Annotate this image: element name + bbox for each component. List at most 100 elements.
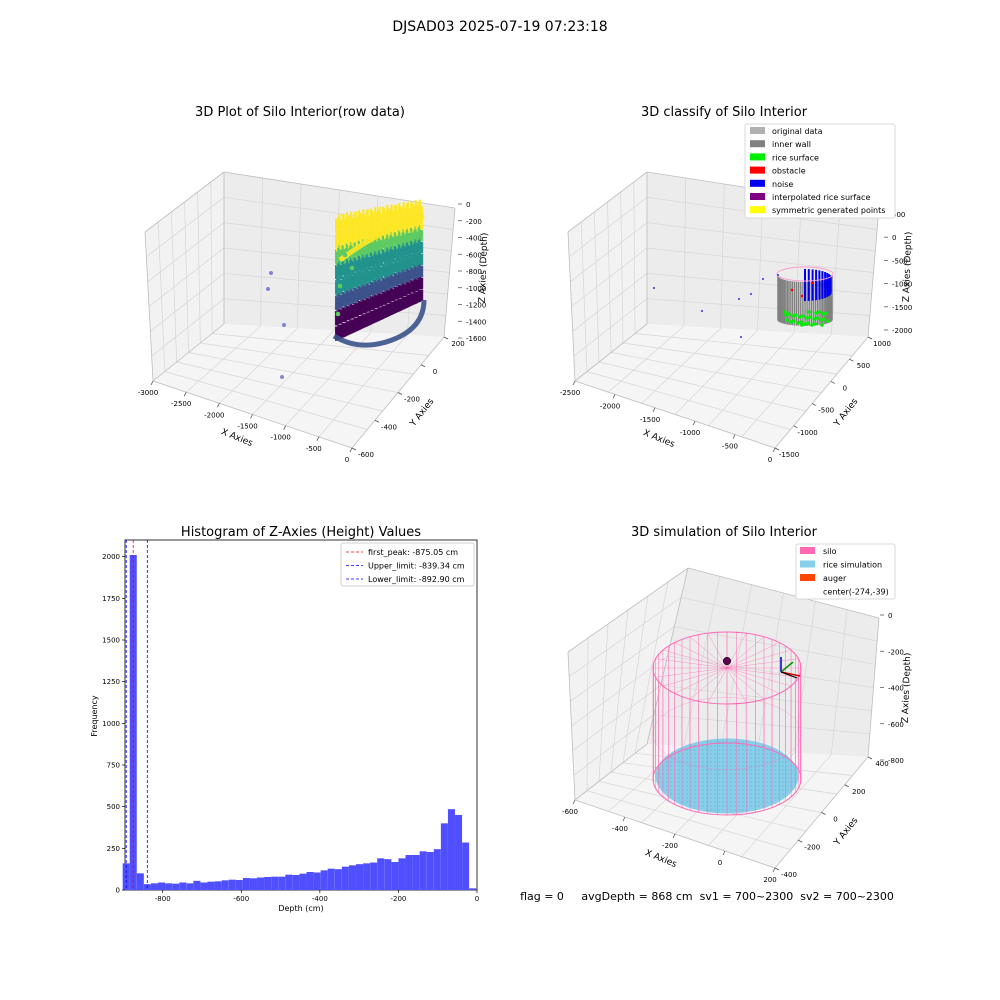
- sim-rice-point: [786, 769, 788, 771]
- raw-y-tick-label: 200: [451, 340, 464, 348]
- sim-rice-point: [678, 765, 680, 767]
- sim-rice-point: [738, 785, 740, 787]
- classify-pane-left: [568, 172, 647, 381]
- sim-silo-spoke: [726, 636, 765, 669]
- raw-x-tick-label: 0: [345, 456, 349, 464]
- sim-auger-marker: [722, 656, 732, 666]
- sim-rice-point: [706, 757, 708, 759]
- sim-rice-point: [738, 765, 740, 767]
- sim-x-tick-mark: [722, 850, 726, 856]
- raw-point-column: [404, 210, 407, 222]
- sim-rice-point: [738, 761, 740, 763]
- sim-rice-point: [722, 781, 724, 783]
- sim-legend: silo rice simulation auger center(-274,-39): [795, 543, 896, 600]
- sim-rice-point: [694, 749, 696, 751]
- sim-rice-point: [774, 761, 776, 763]
- sim-rice-point: [758, 769, 760, 771]
- sim-rice-point: [746, 793, 748, 795]
- sim-rice-point: [706, 745, 708, 747]
- hist-bar: [426, 852, 434, 890]
- sim-rice-point: [766, 773, 768, 775]
- sim-rice-point: [762, 781, 764, 783]
- sim-rice-point: [750, 745, 752, 747]
- sim-rice-point: [714, 765, 716, 767]
- sim-rice-point: [786, 777, 788, 779]
- sim-rice-point: [730, 797, 732, 799]
- sim-rice-point: [710, 749, 712, 751]
- sim-rice-point: [710, 761, 712, 763]
- sim-rice-point: [678, 777, 680, 779]
- sim-rice-point: [702, 797, 704, 799]
- hist-title: Histogram of Z-Axies (Height) Values: [181, 525, 421, 540]
- raw-point-column: [409, 208, 412, 220]
- sim-rice-point: [738, 757, 740, 759]
- sim-rice-point: [762, 745, 764, 747]
- classify-rice-point: [806, 321, 810, 325]
- sim-rice-point: [682, 757, 684, 759]
- raw-point-column: [380, 213, 383, 227]
- classify-noise-column: [818, 283, 821, 300]
- hist-bar: [228, 879, 236, 890]
- classify-legend-swatch: [750, 179, 765, 187]
- hist-legend: first_peak: -875.05 cm Upper_limit: -839.…: [340, 542, 475, 587]
- sim-rice-point: [722, 761, 724, 763]
- raw-z-tick-label: -1400: [466, 318, 486, 326]
- sim-rice-point: [690, 753, 692, 755]
- sim-rice-point: [714, 785, 716, 787]
- classify-x-tick-label: -500: [722, 443, 738, 451]
- hist-bar: [292, 875, 300, 890]
- sim-rice-point: [702, 789, 704, 791]
- sim-silo-spoke: [662, 667, 728, 687]
- raw-point-column: [421, 277, 424, 289]
- sim-legend-frame: [795, 543, 896, 600]
- figure-suptitle: DJSAD03 2025-07-19 07:23:18: [392, 19, 607, 35]
- sim-rice-point: [682, 789, 684, 791]
- hist-y-tick-label: 500: [107, 803, 120, 811]
- sim-rice-point: [774, 789, 776, 791]
- sim-rice-point: [702, 805, 704, 807]
- classify-gridline: [634, 333, 853, 356]
- sim-rice-point: [682, 777, 684, 779]
- classify-rice-point: [808, 315, 812, 319]
- raw-x-tick-label: -2000: [204, 411, 224, 419]
- classify-x-label: X Axies: [641, 428, 676, 450]
- classify-y-tick-label: -1000: [797, 429, 817, 437]
- sim-rice-point: [730, 781, 732, 783]
- hist-plot-frame: [124, 539, 478, 891]
- sim-rice-point: [678, 769, 680, 771]
- sim-rice-point: [782, 769, 784, 771]
- raw-z-tick-label: -200: [466, 218, 482, 226]
- sim-rice-point: [718, 789, 720, 791]
- sim-rice-point: [742, 749, 744, 751]
- sim-rice-point: [758, 749, 760, 751]
- sim-rice-point: [686, 781, 688, 783]
- sim-rice-point: [686, 777, 688, 779]
- classify-rice-point: [819, 318, 823, 322]
- raw-data-points: [266, 199, 427, 379]
- sim-rice-point: [750, 753, 752, 755]
- raw-y-tick-label: -200: [404, 396, 420, 404]
- raw-pane-edge: [144, 171, 225, 233]
- sim-rice-point: [738, 749, 740, 751]
- raw-z-tick-label: -600: [466, 251, 482, 259]
- sim-rice-point: [686, 797, 688, 799]
- classify-rice-point: [794, 313, 798, 317]
- classify-pane-edge: [867, 207, 880, 338]
- classify-x-tick-mark: [692, 421, 696, 426]
- classify-rice-point: [821, 312, 825, 316]
- sim-rice-point: [710, 777, 712, 779]
- sim-rice-point: [670, 793, 672, 795]
- classify-legend-label: interpolated rice surface: [772, 193, 870, 202]
- sim-rice-point: [690, 745, 692, 747]
- sim-rice-point: [694, 789, 696, 791]
- raw-bottom-rim: [332, 299, 427, 348]
- sim-y-tick-mark: [798, 839, 803, 843]
- classify-noise-column: [821, 282, 824, 299]
- sim-rice-point: [746, 757, 748, 759]
- sim-rice-point: [670, 769, 672, 771]
- sim-rice-point: [706, 773, 708, 775]
- sim-rice-point: [706, 785, 708, 787]
- classify-noise-column: [807, 284, 810, 301]
- sim-rice-point: [730, 773, 732, 775]
- sim-gridline: [568, 597, 682, 677]
